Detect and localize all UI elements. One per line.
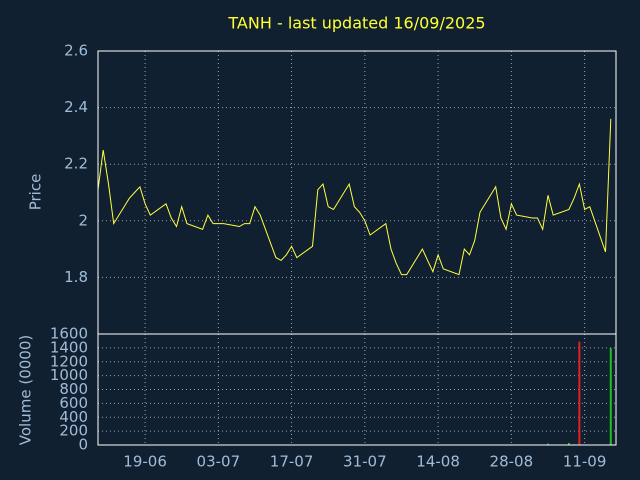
price-frame — [97, 50, 617, 335]
x-tick-label: 03-07 — [197, 453, 241, 471]
y-tick-label: 1.8 — [64, 268, 88, 286]
plot-layer: 1.8 2 2.2 2.4 2.6 020040060080010001200140016… — [50, 42, 616, 471]
y-tick-label: 400 — [59, 408, 88, 426]
y-tick-label: 600 — [59, 394, 88, 412]
y-tick-label: 1600 — [50, 325, 88, 343]
price-line — [97, 118, 612, 276]
y-tick-label: 2.6 — [64, 42, 88, 60]
y-axis-label: Price — [27, 174, 45, 211]
x-tick-label: 17-07 — [270, 453, 314, 471]
y-axis-label: Volume (0000) — [17, 335, 35, 445]
x-tick-label: 11-09 — [563, 453, 607, 471]
y-tick-label: 0 — [78, 436, 88, 454]
volume-bar — [578, 341, 581, 445]
x-tick-label: 31-07 — [343, 453, 387, 471]
x-tick-label: 19-06 — [123, 453, 167, 471]
y-tick-label: 2.2 — [64, 155, 88, 173]
y-tick-label: 2.4 — [64, 98, 88, 116]
y-tick-label: 800 — [59, 380, 88, 398]
chart-title: TANH - last updated 16/09/2025 — [227, 14, 485, 33]
volume-bar — [609, 347, 612, 445]
x-tick-label: 28-08 — [490, 453, 534, 471]
y-tick-label: 1000 — [50, 366, 88, 384]
y-tick-label: 2 — [78, 211, 88, 229]
y-tick-label: 1400 — [50, 338, 88, 356]
volume-bar — [567, 442, 570, 445]
y-tick-label: 200 — [59, 422, 88, 440]
volume-bar — [546, 443, 549, 445]
y-tick-label: 1200 — [50, 352, 88, 370]
volume-frame — [97, 333, 617, 446]
x-tick-label: 14-08 — [416, 453, 460, 471]
